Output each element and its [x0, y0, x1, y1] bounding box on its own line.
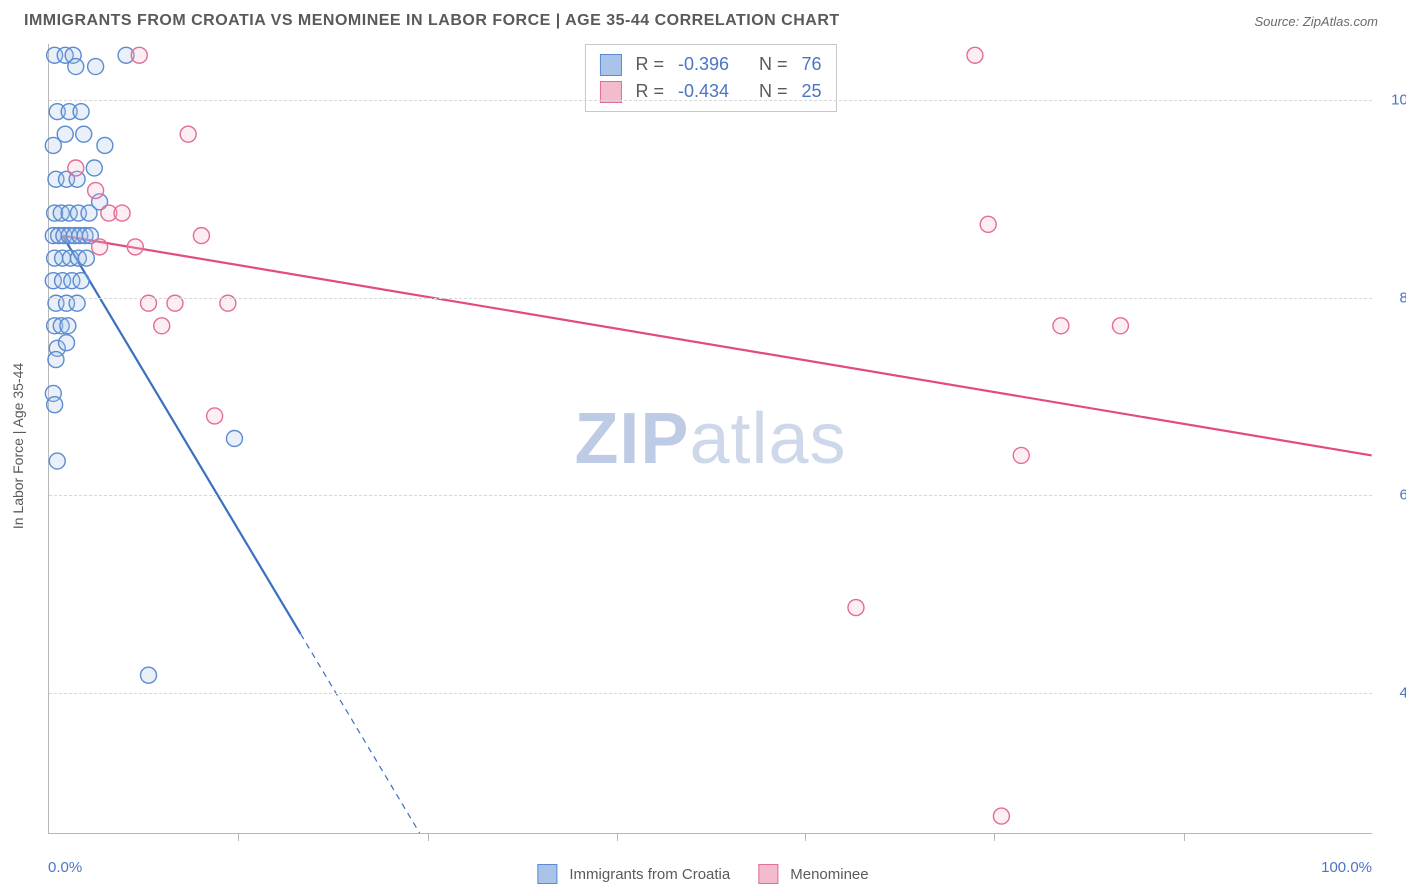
chart-title: IMMIGRANTS FROM CROATIA VS MENOMINEE IN … [24, 12, 840, 30]
r-value-0: -0.396 [678, 51, 729, 78]
legend-swatch-1 [758, 864, 778, 884]
swatch-series-0 [599, 54, 621, 76]
legend-item-0: Immigrants from Croatia [537, 864, 730, 884]
y-tick-label: 65.0% [1382, 487, 1406, 504]
legend-label-1: Menominee [790, 866, 868, 883]
y-axis-title: In Labor Force | Age 35-44 [10, 363, 26, 529]
y-tick-label: 100.0% [1382, 92, 1406, 109]
n-label: N = [759, 51, 788, 78]
legend-label-0: Immigrants from Croatia [569, 866, 730, 883]
x-max-label: 100.0% [1321, 859, 1372, 876]
y-tick-label: 47.5% [1382, 684, 1406, 701]
stat-row-series-0: R = -0.396 N = 76 [599, 51, 821, 78]
legend-item-1: Menominee [758, 864, 868, 884]
swatch-series-1 [599, 81, 621, 103]
bottom-legend: Immigrants from Croatia Menominee [537, 864, 868, 884]
legend-swatch-0 [537, 864, 557, 884]
stat-legend: R = -0.396 N = 76 R = -0.434 N = 25 [584, 44, 836, 112]
plot-area: ZIPatlas R = -0.396 N = 76 R = -0.434 N … [48, 44, 1372, 834]
source-attribution: Source: ZipAtlas.com [1254, 14, 1378, 29]
y-tick-label: 82.5% [1382, 289, 1406, 306]
r-label: R = [635, 51, 664, 78]
n-value-0: 76 [802, 51, 822, 78]
chart-svg [49, 44, 1372, 833]
x-min-label: 0.0% [48, 859, 82, 876]
